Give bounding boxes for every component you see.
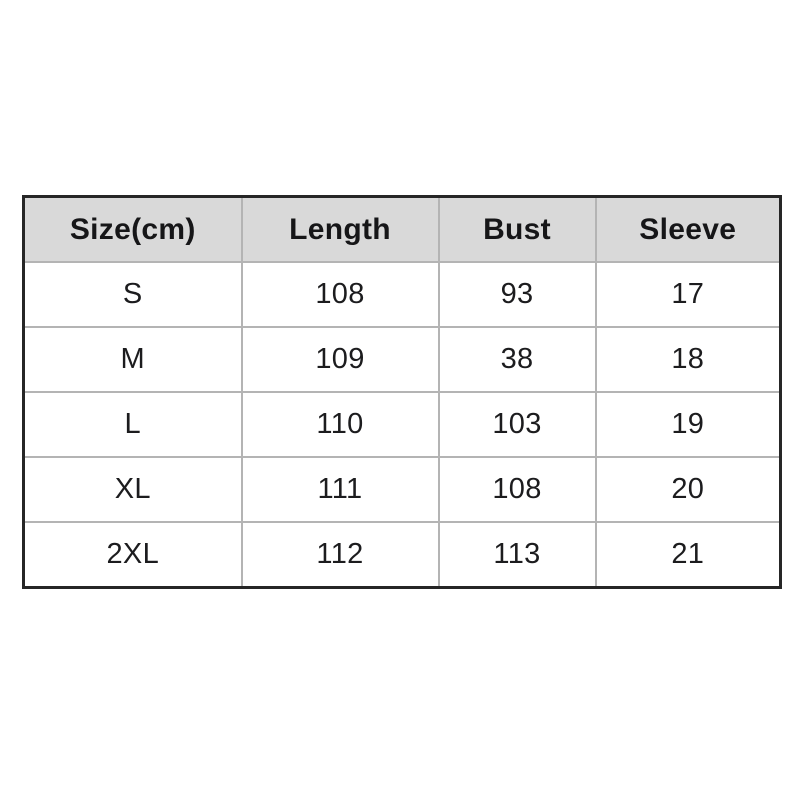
cell-length: 111 bbox=[240, 456, 440, 523]
column-header-length: Length bbox=[240, 195, 440, 263]
cell-sleeve: 19 bbox=[594, 391, 782, 458]
cell-bust: 113 bbox=[437, 521, 597, 589]
cell-size: S bbox=[22, 261, 243, 328]
cell-size: 2XL bbox=[22, 521, 243, 589]
header-row: Size(cm) Length Bust Sleeve bbox=[22, 195, 782, 263]
table-row-m: M 109 38 18 bbox=[22, 326, 782, 393]
cell-bust: 38 bbox=[437, 326, 597, 393]
size-chart-container: Size(cm) Length Bust Sleeve S 108 93 17 … bbox=[22, 195, 782, 589]
cell-size: M bbox=[22, 326, 243, 393]
table-row-s: S 108 93 17 bbox=[22, 261, 782, 328]
cell-length: 109 bbox=[240, 326, 440, 393]
cell-sleeve: 17 bbox=[594, 261, 782, 328]
cell-sleeve: 18 bbox=[594, 326, 782, 393]
size-chart-table: Size(cm) Length Bust Sleeve S 108 93 17 … bbox=[22, 195, 782, 589]
cell-size: XL bbox=[22, 456, 243, 523]
cell-length: 110 bbox=[240, 391, 440, 458]
cell-bust: 103 bbox=[437, 391, 597, 458]
column-header-bust: Bust bbox=[437, 195, 597, 263]
cell-sleeve: 21 bbox=[594, 521, 782, 589]
cell-size: L bbox=[22, 391, 243, 458]
cell-bust: 93 bbox=[437, 261, 597, 328]
cell-length: 112 bbox=[240, 521, 440, 589]
table-row-xl: XL 111 108 20 bbox=[22, 456, 782, 523]
cell-bust: 108 bbox=[437, 456, 597, 523]
cell-length: 108 bbox=[240, 261, 440, 328]
column-header-sleeve: Sleeve bbox=[594, 195, 782, 263]
column-header-size: Size(cm) bbox=[22, 195, 243, 263]
table-row-l: L 110 103 19 bbox=[22, 391, 782, 458]
cell-sleeve: 20 bbox=[594, 456, 782, 523]
table-row-2xl: 2XL 112 113 21 bbox=[22, 521, 782, 589]
